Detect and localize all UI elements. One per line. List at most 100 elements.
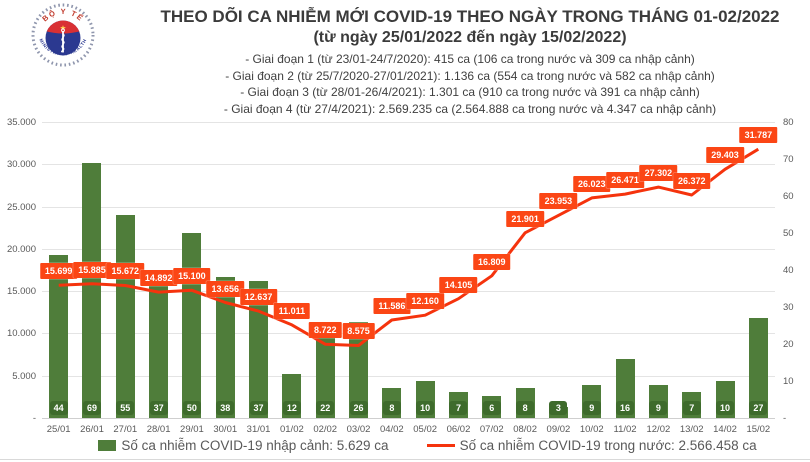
bar-series-swatch-icon [98, 440, 117, 451]
left-axis-tick: 20.000 [6, 243, 36, 255]
bar-value-label: 7 [682, 401, 701, 415]
line-value-label: 11.011 [273, 302, 311, 319]
x-label-04/02: 04/02 [379, 424, 404, 435]
logo-staff-snake-icon [61, 28, 65, 53]
line-value-label: 26.023 [572, 175, 611, 192]
gridline-35.000 [42, 122, 775, 123]
x-label-11/02: 11/02 [613, 424, 637, 435]
domestic-cases-line [58, 147, 760, 347]
chart-subtitle: (từ ngày 25/01/2022 đến ngày 15/02/2022) [313, 29, 627, 46]
line-value-label: 15.100 [173, 268, 211, 285]
line-value-label: 15.885 [73, 261, 111, 278]
line-value-label: 12.160 [406, 293, 444, 310]
line-value-label: 8.722 [308, 322, 342, 339]
bar-value-label: 22 [316, 401, 335, 415]
x-label-02/02: 02/02 [313, 424, 338, 435]
bottom-divider [0, 459, 810, 460]
line-value-label: 14.105 [439, 276, 478, 293]
left-axis-tick: - [32, 413, 36, 424]
bar-value-label: 16 [616, 401, 635, 415]
x-label-03/02: 03/02 [346, 424, 371, 435]
legend-label-imported: Số ca nhiễm COVID-19 nhập cảnh: 5.629 ca [121, 438, 389, 453]
legend-item-domestic-cases: Số ca nhiễm COVID-19 trong nước: 2.566.4… [426, 438, 757, 453]
left-axis-tick: 30.000 [6, 159, 36, 171]
x-label-10/02: 10/02 [579, 424, 604, 435]
right-axis-tick: - [783, 413, 787, 424]
gridline-15.000 [42, 291, 775, 293]
bar-value-label: 9 [649, 401, 668, 415]
line-value-label: 21.901 [506, 210, 544, 227]
stage-3-summary: - Giai đoạn 3 (từ 28/01-26/4/2021): 1.30… [240, 85, 700, 99]
left-axis-tick: 35.000 [6, 117, 36, 128]
x-label-07/02: 07/02 [479, 424, 504, 435]
bar-15/02 [748, 318, 768, 418]
plot-area: 44 69 55 37 50 38 37 12 22 26 8 10 7 6 8 3 9 16 9 7 10 27 15.6… [39, 122, 778, 419]
bar-value-label: 6 [482, 401, 501, 415]
x-label-15/02: 15/02 [746, 424, 771, 435]
x-label-29/01: 29/01 [180, 424, 204, 435]
bar-value-label: 37 [149, 401, 168, 415]
x-label-01/02: 01/02 [279, 424, 304, 435]
right-axis-tick: 60 [783, 191, 794, 202]
bar-value-label: 26 [349, 401, 368, 415]
line-value-label: 11.586 [373, 298, 411, 315]
x-axis-labels: 25/01 26/01 27/01 28/01 29/01 30/01 31/01 01/02… [42, 424, 775, 438]
gridline-20.000 [42, 248, 775, 250]
gridline-30.000 [42, 164, 775, 166]
bar-value-label: 38 [216, 401, 235, 415]
stage-1-summary: - Giai đoạn 1 (từ 23/01-24/7/2020): 415 … [245, 52, 695, 66]
left-axis-tick: 15.000 [6, 286, 36, 298]
right-axis-tick: 40 [783, 265, 794, 276]
x-label-05/02: 05/02 [413, 424, 438, 435]
line-value-label: 15.672 [106, 263, 145, 280]
chart-region: 35.000 30.000 25.000 20.000 15.000 10.000 5.00… [0, 112, 810, 462]
bar-value-label: 27 [749, 401, 768, 415]
line-value-label: 23.953 [539, 193, 578, 210]
line-series-swatch-icon [426, 444, 455, 447]
x-label-25/01: 25/01 [46, 424, 71, 435]
bar-value-label: 8 [382, 401, 401, 415]
x-label-30/01: 30/01 [213, 424, 238, 435]
left-axis-tick: 10.000 [6, 328, 36, 340]
x-label-14/02: 14/02 [713, 424, 737, 435]
chart-legend: Số ca nhiễm COVID-19 nhập cảnh: 5.629 ca… [55, 438, 800, 453]
bar-value-label: 37 [249, 401, 268, 415]
line-value-label: 29.403 [706, 147, 744, 164]
bar-value-label: 50 [182, 401, 201, 415]
x-label-06/02: 06/02 [446, 424, 471, 435]
bar-value-label: 55 [116, 401, 135, 415]
x-label-31/01: 31/01 [246, 424, 271, 435]
gridline-10.000 [42, 333, 775, 335]
ministry-of-health-logo: BỘ Y TẾ ★ MINISTRY OF HEALTH [31, 3, 95, 67]
line-value-label: 8.575 [342, 323, 375, 340]
legend-item-imported-cases: Số ca nhiễm COVID-19 nhập cảnh: 5.629 ca [98, 438, 389, 453]
line-value-label: 13.656 [206, 280, 245, 297]
stage-summary-list: - Giai đoạn 1 (từ 23/01-24/7/2020): 415 … [130, 51, 810, 117]
bar-value-label: 69 [82, 401, 101, 415]
bar-value-label: 9 [582, 401, 601, 415]
x-label-13/02: 13/02 [679, 424, 704, 435]
bar-28/01 [149, 281, 169, 418]
logo-star-icon: ★ [60, 24, 67, 33]
bar-26/01 [82, 162, 102, 418]
chart-title: THEO DÕI CA NHIỄM MỚI COVID-19 THEO NGÀY… [160, 7, 780, 26]
line-value-label: 15.699 [39, 263, 78, 280]
bar-25/01 [49, 255, 69, 418]
right-axis-tick: 20 [783, 339, 794, 350]
x-axis-line [42, 418, 775, 419]
line-value-label: 26.372 [672, 172, 711, 189]
x-label-09/02: 09/02 [546, 424, 571, 435]
bar-value-label: 8 [516, 401, 535, 415]
stage-4-summary: - Giai đoạn 4 (từ 27/4/2021): 2.569.235 … [223, 101, 717, 116]
bar-value-label: 44 [49, 401, 68, 415]
x-label-27/01: 27/01 [113, 424, 138, 435]
legend-label-domestic: Số ca nhiễm COVID-19 trong nước: 2.566.4… [459, 438, 757, 453]
bar-value-label: 7 [449, 401, 468, 415]
right-y-axis: 80 70 60 50 40 30 20 10 - [781, 117, 809, 424]
line-value-label: 12.637 [239, 289, 278, 306]
right-axis-tick: 30 [783, 302, 794, 313]
left-axis-tick: 5.000 [12, 370, 36, 382]
bar-value-label: 3 [549, 401, 568, 415]
line-value-label: 31.787 [739, 127, 778, 144]
